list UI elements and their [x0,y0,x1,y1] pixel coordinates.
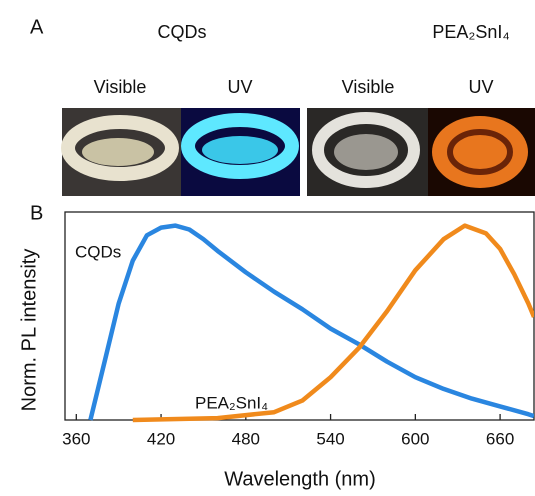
x-tick-label: 660 [486,429,514,448]
panel-label: A [30,16,44,38]
group-title: CQDs [158,22,207,42]
x-tick-label: 420 [147,429,175,448]
x-tick-label: 360 [62,429,90,448]
x-axis-label: Wavelength (nm) [224,468,376,490]
plot-frame [65,212,534,420]
panel-label: B [30,202,43,224]
figure: A CQDs PEA₂SnI₄ Visible UV Visible UV B … [0,0,535,496]
series-label: PEA₂SnI₄ [195,393,268,412]
photos [62,108,535,196]
sample [202,136,278,164]
y-axis-label: Norm. PL intensity [18,249,40,412]
photo-label: Visible [94,77,147,97]
sample [432,116,528,188]
photo-label: UV [468,77,493,97]
photo-label: UV [227,77,252,97]
group-title: PEA₂SnI₄ [432,22,509,42]
sample [82,138,154,166]
series-label: CQDs [75,242,121,261]
x-tick-label: 480 [232,429,260,448]
line [133,226,534,420]
x-tick-label: 540 [316,429,344,448]
photo-label: Visible [342,77,395,97]
sample [334,134,398,170]
x-tick-label: 600 [401,429,429,448]
